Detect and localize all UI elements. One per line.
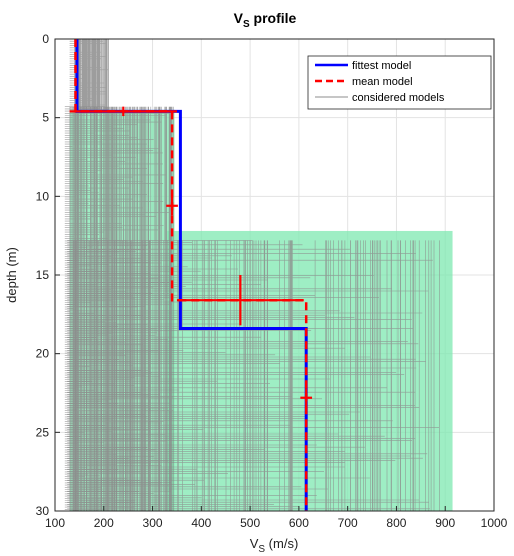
x-axis-label-rest: (m/s) (265, 536, 298, 551)
considered-model-lines (67, 240, 440, 512)
legend: fittest model mean model considered mode… (307, 55, 492, 110)
chart-title: VS profile (234, 10, 297, 30)
x-ticks: 100 200 300 400 500 600 700 800 900 1000 (45, 506, 508, 530)
x-axis-label-main: V (250, 536, 259, 551)
legend-label-considered: considered models (352, 92, 445, 104)
y-tick-label: 0 (42, 32, 49, 46)
x-tick-label: 300 (143, 516, 163, 530)
error-bars (69, 106, 313, 408)
x-tick-label: 700 (338, 516, 358, 530)
x-tick-label: 800 (386, 516, 406, 530)
legend-label-mean: mean model (352, 76, 413, 88)
y-tick-label: 15 (36, 268, 50, 282)
x-tick-label: 400 (191, 516, 211, 530)
x-tick-label: 1000 (481, 516, 508, 530)
x-axis-label-subscript: S (258, 544, 265, 555)
y-tick-label: 30 (36, 504, 50, 518)
x-tick-label: 500 (240, 516, 260, 530)
y-axis-label: depth (m) (4, 247, 19, 303)
legend-label-fittest: fittest model (352, 60, 411, 72)
y-tick-label: 10 (36, 189, 50, 203)
plot-area (54, 38, 495, 512)
x-tick-label: 900 (435, 516, 455, 530)
considered-models (64, 38, 440, 512)
y-tick-label: 20 (36, 347, 50, 361)
x-tick-label: 200 (94, 516, 114, 530)
x-tick-label: 100 (45, 516, 65, 530)
considered-model-lines (64, 106, 174, 511)
x-axis-label: VS (m/s) (250, 536, 299, 555)
chart-title-rest: profile (250, 10, 297, 26)
chart-title-main: V (234, 10, 244, 26)
y-tick-label: 5 (42, 111, 49, 125)
x-tick-label: 600 (289, 516, 309, 530)
y-ticks: 0 5 10 15 20 25 30 (36, 32, 60, 518)
considered-model-lines (69, 38, 109, 112)
chart-title-subscript: S (243, 19, 250, 30)
y-tick-label: 25 (36, 425, 50, 439)
